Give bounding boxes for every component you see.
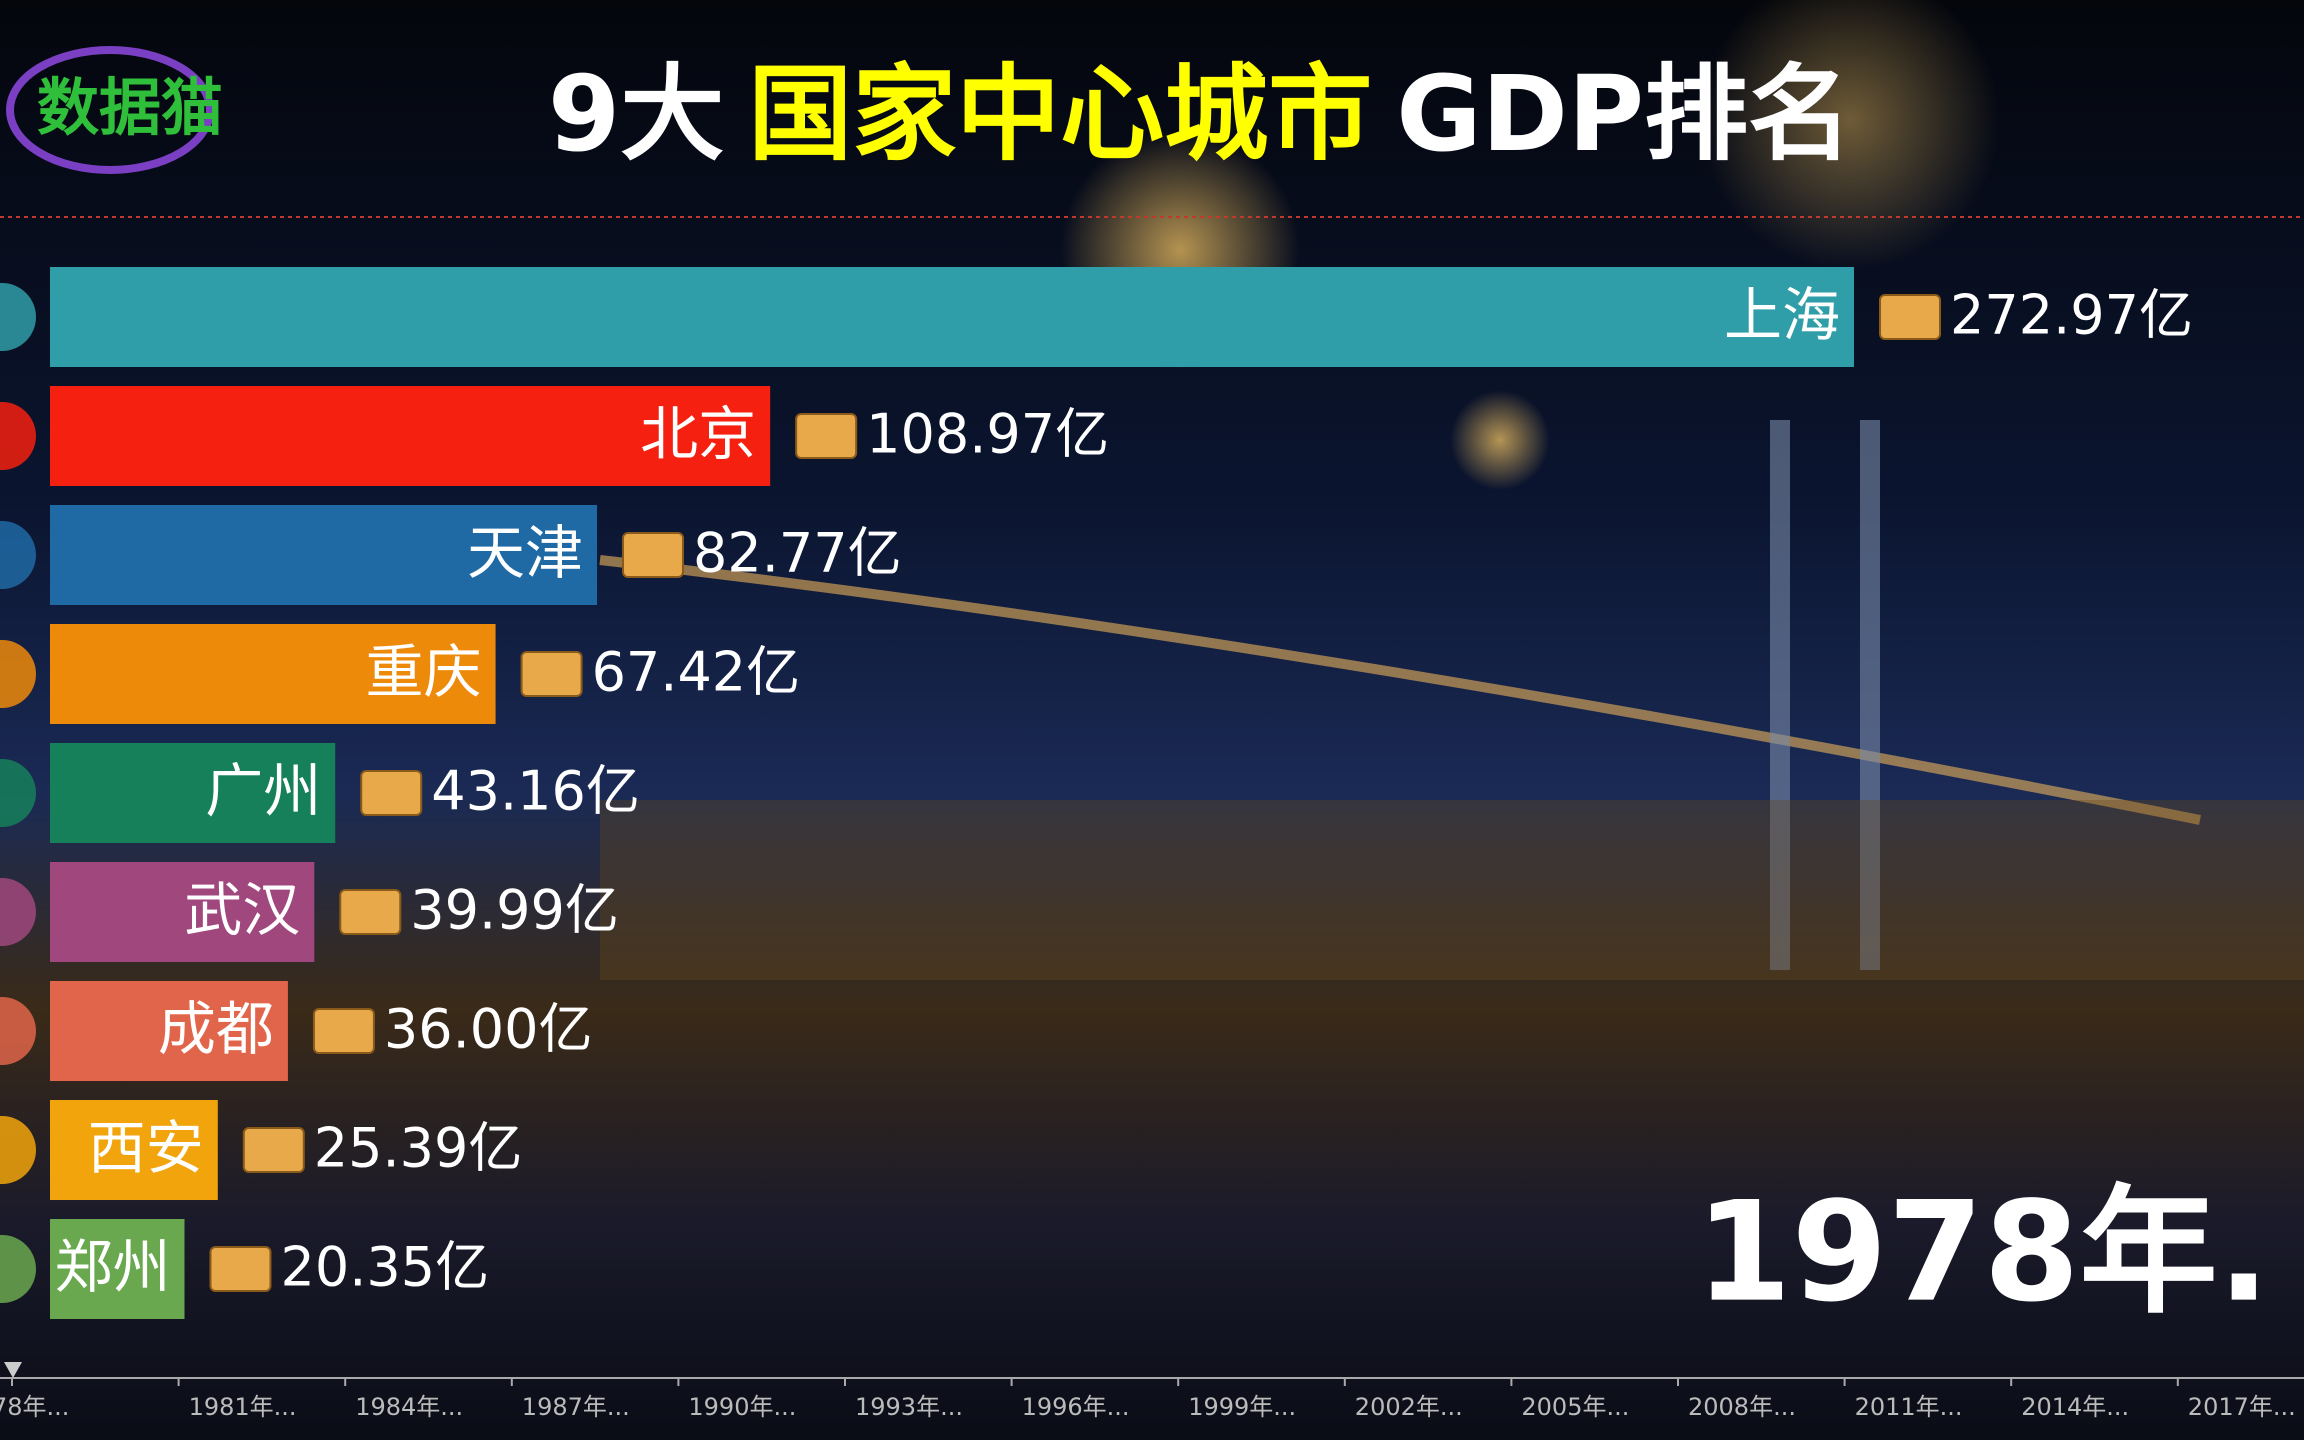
money-icon [1879, 294, 1942, 340]
bar [50, 862, 315, 962]
bridge [599, 555, 2201, 825]
city-lights [600, 800, 2304, 980]
city-icon [0, 402, 36, 470]
city-icon [0, 1116, 36, 1184]
money-icon [312, 1008, 375, 1054]
value-label: 82.77亿 [693, 522, 902, 585]
bridge-tower [1770, 420, 1790, 970]
bar-label: 广州 [205, 757, 321, 825]
bar-label: 成都 [158, 995, 274, 1063]
title-part: 国家中心城市 [748, 53, 1372, 175]
money-icon [520, 651, 583, 697]
bar [50, 1219, 185, 1319]
timeline-label: 2011年... [1855, 1393, 1963, 1421]
timeline-marker [4, 1362, 22, 1378]
value-label: 108.97亿 [866, 403, 1109, 466]
money-icon [242, 1127, 305, 1173]
timeline-label: 2017年... [2188, 1393, 2296, 1421]
bar [50, 981, 288, 1081]
logo-ring [6, 46, 214, 174]
year-label: 1978年. [1695, 1172, 2270, 1333]
money-icon [360, 770, 423, 816]
value-label: 39.99亿 [410, 879, 619, 942]
bar [50, 505, 598, 605]
bar [50, 267, 1855, 367]
firework [1450, 390, 1550, 490]
city-icon [0, 878, 36, 946]
bar-label: 郑州 [54, 1233, 170, 1301]
money-icon [622, 532, 685, 578]
logo: 数据猫 [37, 71, 223, 144]
timeline-label: 1999年... [1188, 1393, 1296, 1421]
value-label: 67.42亿 [592, 641, 801, 704]
city-icon [0, 640, 36, 708]
money-icon [795, 413, 858, 459]
money-icon [339, 889, 402, 935]
timeline-label: 2005年... [1521, 1393, 1629, 1421]
money-icon [209, 1246, 272, 1292]
timeline-label: 2008年... [1688, 1393, 1796, 1421]
timeline-label: 2014年... [2021, 1393, 2129, 1421]
bar-label: 武汉 [184, 876, 300, 944]
timeline-label: 1984年... [355, 1393, 463, 1421]
city-icon [0, 1235, 36, 1303]
bar [50, 624, 496, 724]
timeline-label: 1987年... [522, 1393, 630, 1421]
city-icon [0, 283, 36, 351]
bar-label: 上海 [1724, 281, 1840, 349]
timeline-label: 78年... [0, 1393, 69, 1421]
title-part: GDP排名 [1396, 53, 1852, 175]
timeline-label: 1981年... [189, 1393, 297, 1421]
bridge-tower [1860, 420, 1880, 970]
timeline-label: 1996年... [1022, 1393, 1130, 1421]
chart-title: 9大 国家中心城市 GDP排名 [548, 53, 1852, 175]
bar-label: 重庆 [366, 638, 482, 706]
bar [50, 1100, 218, 1200]
bar-label: 北京 [640, 400, 756, 468]
bar-label: 西安 [88, 1114, 204, 1182]
timeline-label: 1990年... [688, 1393, 796, 1421]
firework [1700, 0, 2000, 270]
city-icon [0, 521, 36, 589]
value-label: 36.00亿 [384, 998, 593, 1061]
city-icon [0, 759, 36, 827]
title-part: 9大 [548, 53, 724, 175]
timeline-label: 2002年... [1355, 1393, 1463, 1421]
value-label: 25.39亿 [314, 1117, 523, 1180]
value-label: 20.35亿 [280, 1236, 489, 1299]
city-icon [0, 997, 36, 1065]
bar-label: 天津 [467, 519, 583, 587]
value-label: 272.97亿 [1950, 284, 2193, 347]
timeline-label: 1993年... [855, 1393, 963, 1421]
bar [50, 386, 771, 486]
value-label: 43.16亿 [431, 760, 640, 823]
bar [50, 743, 336, 843]
